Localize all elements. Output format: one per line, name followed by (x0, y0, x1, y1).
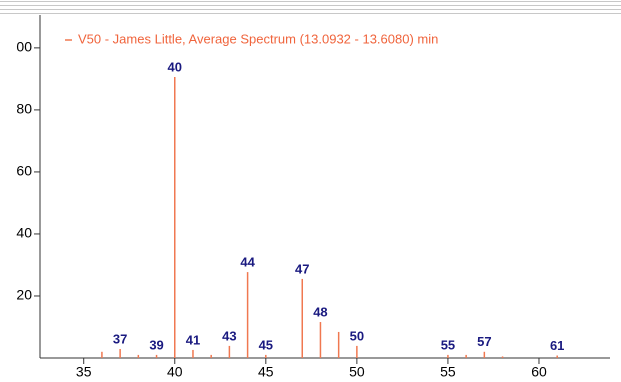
x-tick-label: 35 (76, 364, 92, 380)
legend-label: V50 - James Little, Average Spectrum (13… (78, 31, 438, 46)
peak-label: 61 (550, 338, 564, 353)
y-tick-label: 80 (16, 101, 32, 117)
peak-label: 41 (186, 332, 200, 347)
peak-label: 55 (441, 337, 455, 352)
peak-label: 43 (222, 328, 236, 343)
y-tick-label: 00 (16, 39, 32, 55)
peak-label: 47 (295, 261, 309, 276)
y-tick-label: 40 (16, 225, 32, 241)
x-tick-label: 50 (349, 364, 365, 380)
peak-label: 40 (168, 59, 182, 74)
toolbar-lines (0, 1, 621, 14)
y-tick-label: 60 (16, 163, 32, 179)
peak-label: 48 (313, 304, 327, 319)
peak-label: 37 (113, 331, 127, 346)
x-tick-label: 60 (531, 364, 547, 380)
peak-label: 57 (477, 334, 491, 349)
x-tick-label: 55 (440, 364, 456, 380)
peak-label: 50 (350, 328, 364, 343)
x-tick-label: 40 (167, 364, 183, 380)
y-tick-label: 20 (16, 287, 32, 303)
x-tick-label: 45 (258, 364, 274, 380)
peak-label: 39 (149, 337, 163, 352)
peak-label: 45 (259, 337, 273, 352)
peak-label: 44 (240, 255, 255, 270)
